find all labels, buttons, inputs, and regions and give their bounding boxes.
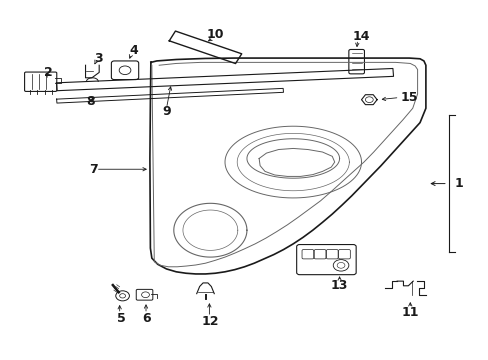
Text: 7: 7 [89,163,98,176]
Text: 13: 13 [330,279,347,292]
Text: 4: 4 [129,44,138,57]
Text: 5: 5 [117,311,126,325]
Text: 3: 3 [94,51,102,64]
Text: 12: 12 [201,315,219,328]
Text: 6: 6 [142,311,151,325]
Text: 8: 8 [86,95,95,108]
Text: 9: 9 [162,105,170,118]
Text: 14: 14 [352,30,369,43]
Text: 10: 10 [206,28,224,41]
Text: 15: 15 [400,91,417,104]
Text: 11: 11 [401,306,418,319]
Text: 2: 2 [44,66,53,79]
Text: 1: 1 [453,177,462,190]
